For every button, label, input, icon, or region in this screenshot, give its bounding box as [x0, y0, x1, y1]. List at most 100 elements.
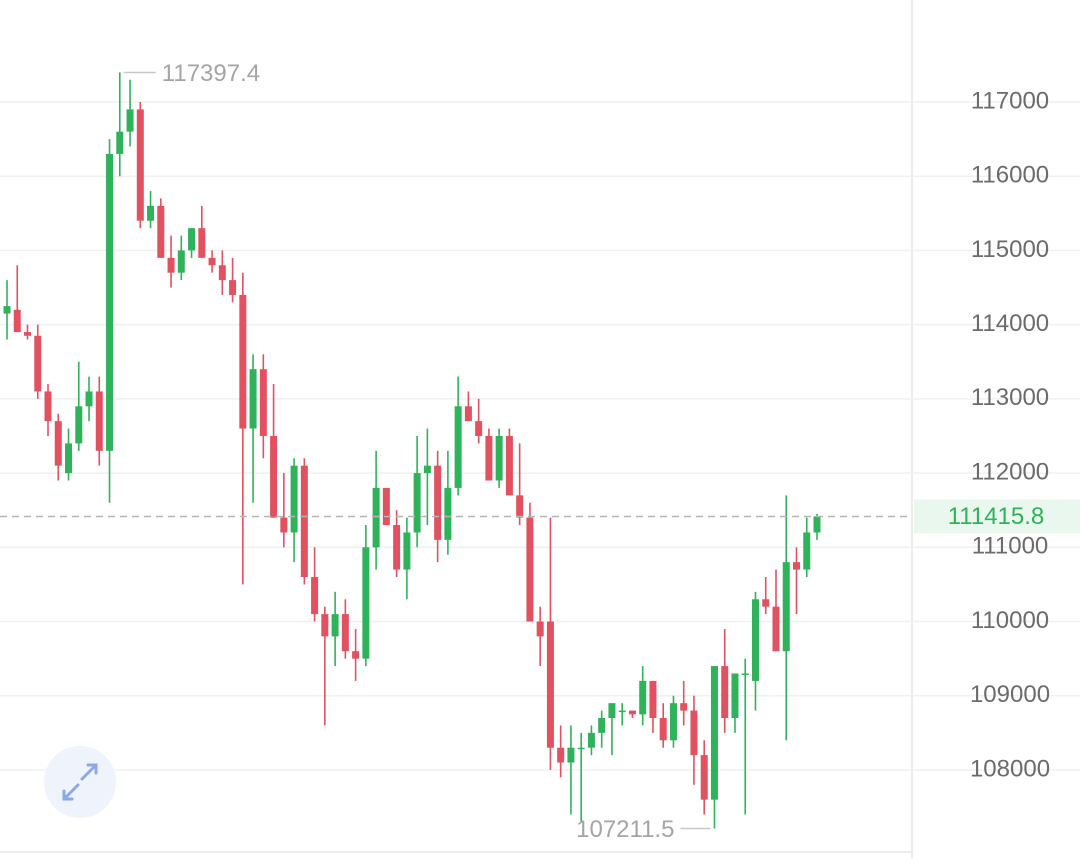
- expand-icon[interactable]: [62, 763, 98, 801]
- candle-body: [516, 495, 524, 518]
- candle-body: [505, 435, 513, 496]
- candle-body: [587, 732, 595, 748]
- candle-body: [259, 369, 267, 436]
- candle-body: [495, 435, 503, 481]
- candle-body: [393, 525, 401, 570]
- candle-body: [618, 710, 626, 713]
- candle-body: [208, 257, 216, 266]
- candle-body: [710, 666, 718, 800]
- candle-body: [444, 487, 452, 540]
- candle-body: [649, 680, 657, 719]
- candle-body: [65, 443, 73, 474]
- candle-body: [136, 109, 144, 221]
- candle-body: [54, 421, 62, 466]
- candle-body: [669, 703, 677, 741]
- candle-body: [813, 516, 821, 533]
- candle-body: [475, 421, 483, 436]
- candle-body: [464, 406, 472, 422]
- candle-body: [690, 710, 698, 756]
- candle-body: [372, 487, 380, 548]
- candle-body: [239, 294, 247, 429]
- y-tick-label: 111000: [972, 533, 1049, 560]
- candle-body: [75, 406, 83, 444]
- candle-body: [177, 250, 185, 273]
- y-tick-label: 117000: [971, 87, 1049, 114]
- candle-body: [454, 406, 462, 488]
- candle-body: [700, 755, 708, 800]
- candle-body: [751, 599, 759, 681]
- y-tick-label: 113000: [971, 384, 1049, 411]
- candle-body: [116, 131, 124, 154]
- y-tick-label: 108000: [970, 755, 1050, 782]
- candle-body: [628, 710, 636, 715]
- candle-body: [85, 391, 93, 407]
- y-tick-label: 112000: [971, 458, 1049, 485]
- candle-body: [362, 547, 370, 659]
- candle-body: [157, 205, 165, 258]
- candle-body: [639, 680, 647, 715]
- candle-body: [3, 306, 11, 314]
- candle-body: [249, 369, 257, 429]
- candle-body: [762, 599, 770, 607]
- candle-body: [341, 614, 349, 652]
- candle-body: [423, 465, 431, 474]
- y-tick-label: 115000: [971, 236, 1049, 263]
- candle-body: [280, 517, 288, 533]
- candle-body: [608, 703, 616, 719]
- candle-body: [300, 465, 308, 577]
- candle-body: [721, 666, 729, 719]
- candle-body: [290, 465, 298, 533]
- candle-body: [147, 205, 155, 221]
- candle-body: [731, 673, 739, 719]
- candle-body: [577, 747, 585, 750]
- candle-body: [106, 153, 114, 451]
- candle-body: [270, 435, 278, 518]
- expand-button[interactable]: [44, 746, 116, 818]
- y-tick-label: 114000: [971, 310, 1049, 337]
- y-tick-label: 109000: [970, 681, 1050, 708]
- candle-body: [44, 391, 52, 422]
- last-price-label: 111415.8: [948, 503, 1045, 530]
- candle-body: [567, 747, 575, 763]
- candle-body: [792, 562, 800, 570]
- candle-body: [557, 747, 565, 763]
- candle-body: [198, 228, 206, 258]
- candle-body: [95, 391, 103, 451]
- candle-body: [34, 335, 42, 392]
- y-tick-label: 116000: [971, 162, 1049, 189]
- candle-body: [229, 280, 237, 295]
- overlay: 117397.4 107211.5 111415.8: [0, 60, 1080, 843]
- candle-body: [741, 673, 749, 675]
- expand-button-bg[interactable]: [44, 746, 116, 818]
- candle-body: [403, 532, 411, 570]
- candle-body: [167, 257, 175, 273]
- candle-body: [13, 309, 21, 333]
- candle-body: [772, 606, 780, 652]
- candle-body: [803, 532, 811, 570]
- low-label: 107211.5: [576, 816, 674, 843]
- high-label: 117397.4: [162, 60, 260, 87]
- candle-body: [321, 614, 329, 637]
- candle-body: [782, 562, 790, 652]
- candle-body: [598, 718, 606, 733]
- candle-body: [536, 621, 544, 637]
- last-price-bg: [914, 499, 1080, 534]
- candle-body: [413, 473, 421, 533]
- y-tick-label: 110000: [971, 607, 1049, 634]
- candle-body: [218, 265, 226, 281]
- candle-body: [434, 465, 442, 540]
- candle-body: [126, 109, 134, 132]
- candle-body: [382, 487, 390, 526]
- candle-body: [526, 517, 534, 622]
- grid: 108000 109000 110000 111000 112000 113000 1140…: [0, 87, 1080, 782]
- candle-body: [352, 651, 360, 659]
- candle-body: [680, 703, 688, 711]
- candle-body: [659, 718, 667, 741]
- candle-body: [546, 621, 554, 748]
- candle-body: [188, 228, 196, 251]
- candle-body: [485, 435, 493, 481]
- candles: [3, 72, 821, 829]
- candle-body: [311, 576, 319, 615]
- candle-body: [24, 332, 32, 336]
